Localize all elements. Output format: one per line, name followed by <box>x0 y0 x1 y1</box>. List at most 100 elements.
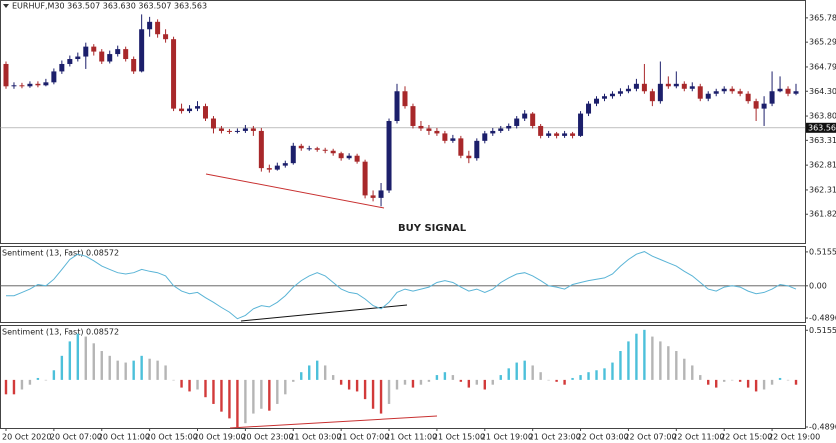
histogram-bar <box>539 372 542 380</box>
candle-body <box>554 133 560 136</box>
histogram-bar <box>411 379 415 388</box>
candle-body <box>633 83 639 89</box>
histogram-bar <box>20 379 24 390</box>
candle-body <box>601 96 607 99</box>
candle-body <box>131 59 137 72</box>
candle-body <box>394 91 400 122</box>
y-tick-label: 365.780 <box>809 13 836 22</box>
histogram-bar <box>116 360 119 380</box>
candle-body <box>218 128 224 131</box>
candle-body <box>306 148 312 150</box>
histogram-bar <box>595 370 598 380</box>
histogram-bar <box>260 379 263 409</box>
y-tick-label: 0.51556 <box>809 326 836 335</box>
histogram-bar <box>627 341 630 380</box>
candle-body <box>115 49 121 55</box>
candle-body <box>250 128 256 131</box>
candle-body <box>43 82 49 86</box>
candle-body <box>474 140 480 159</box>
candle-body <box>641 83 647 92</box>
histogram-bar <box>691 365 694 380</box>
x-tick-label: 21 Oct 19:00 <box>481 433 533 442</box>
histogram-bar <box>100 351 103 380</box>
histogram-bar <box>675 351 678 380</box>
histogram-bar <box>276 379 279 404</box>
x-tick-label: 20 Oct 23:00 <box>241 433 293 442</box>
candle-body <box>314 148 320 150</box>
candle-body <box>665 83 671 87</box>
x-tick-label: 21 Oct 11:00 <box>385 433 437 442</box>
candle-body <box>785 88 791 94</box>
indicator-title: Sentiment (13, Fast) 0.08572 <box>2 249 119 258</box>
candle-body <box>226 130 232 132</box>
candle-body <box>705 93 711 99</box>
candle-body <box>458 138 464 156</box>
candle-body <box>466 155 472 159</box>
candle-body <box>59 63 65 72</box>
histogram-bar <box>124 362 127 380</box>
candle-body <box>266 168 272 170</box>
candle-body <box>83 46 89 57</box>
histogram-bar <box>579 375 582 380</box>
candle-body <box>242 128 248 131</box>
histogram-bar <box>148 358 151 380</box>
candle-body <box>67 59 73 64</box>
histogram-bar <box>244 379 247 424</box>
candle-body <box>530 113 536 126</box>
indicator-title: Sentiment (13, Fast) 0.08572 <box>2 328 119 337</box>
candle-body <box>490 130 496 134</box>
histogram-bar <box>547 379 550 381</box>
candle-body <box>418 125 424 129</box>
histogram-bar <box>316 360 319 380</box>
histogram-bar <box>228 379 231 419</box>
candle-body <box>99 51 105 62</box>
candle-body <box>681 83 687 89</box>
x-tick-label: 21 Oct 03:00 <box>289 433 341 442</box>
histogram-bar <box>220 379 223 412</box>
histogram-bar <box>499 375 502 380</box>
price-divergence-line <box>205 173 385 209</box>
histogram-bar <box>339 379 343 385</box>
histogram-bar <box>794 379 798 385</box>
histogram-bar <box>611 362 614 380</box>
candle-body <box>482 133 488 141</box>
histogram-bar <box>292 379 295 382</box>
histogram-bar <box>156 360 159 380</box>
candle-body <box>19 85 25 87</box>
x-tick-label: 20 Oct 07:00 <box>50 433 102 442</box>
candle-body <box>673 83 679 87</box>
candle-body <box>570 133 576 136</box>
candle-body <box>426 128 432 131</box>
x-tick-label: 22 Oct 19:00 <box>768 433 820 442</box>
candle-body <box>35 83 41 86</box>
histogram-bar <box>387 379 391 404</box>
candle-body <box>11 85 17 87</box>
candle-body <box>697 86 703 99</box>
x-tick-label: 22 Oct 03:00 <box>577 433 629 442</box>
candle-body <box>514 118 520 126</box>
candle-body <box>210 118 216 129</box>
histogram-bar <box>531 365 534 380</box>
histogram-bar <box>363 379 367 400</box>
histogram-bar <box>707 379 710 385</box>
candle-body <box>362 161 368 196</box>
x-tick-label: 21 Oct 07:00 <box>337 433 389 442</box>
candle-body <box>410 106 416 126</box>
histogram-bar <box>699 375 702 380</box>
histogram-bar <box>180 379 183 388</box>
histogram-bar <box>754 379 758 392</box>
histogram-bar <box>84 336 87 380</box>
y-tick-label: -0.48964 <box>809 314 836 323</box>
candle-body <box>3 63 9 87</box>
candle-body <box>187 108 193 112</box>
histogram-bar <box>659 341 662 380</box>
candle-body <box>282 163 288 166</box>
x-tick-label: 21 Oct 23:00 <box>529 433 581 442</box>
histogram-bar <box>571 377 574 380</box>
histogram-bar <box>635 333 638 380</box>
histogram-bar <box>435 375 439 380</box>
histogram-bar <box>722 379 726 382</box>
candle-body <box>442 133 448 141</box>
y-tick-label: 364.790 <box>809 62 836 71</box>
candle-body <box>195 106 201 109</box>
